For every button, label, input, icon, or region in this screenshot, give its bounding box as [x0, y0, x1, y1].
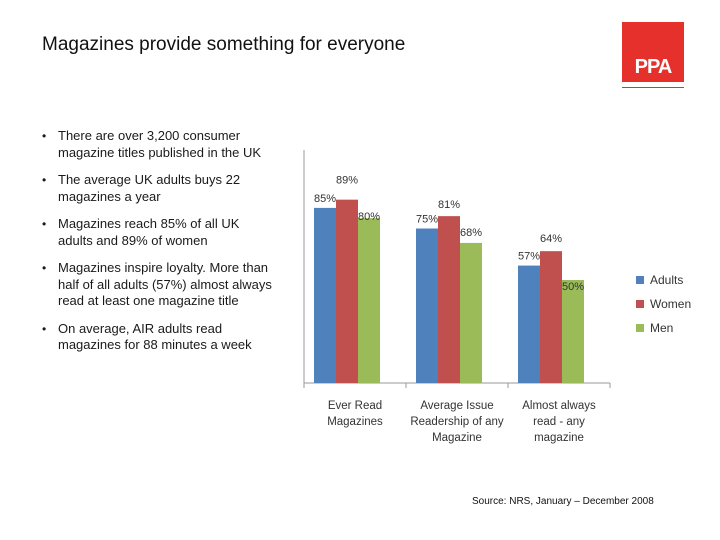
bar-women-1 [336, 199, 358, 383]
data-label: 89% [336, 175, 358, 187]
x-tick-label: Magazines [327, 416, 383, 428]
bar-men-1 [358, 218, 380, 383]
legend-swatch-adults [636, 276, 644, 284]
bar-men-3 [562, 280, 584, 383]
readership-bar-chart: 85% 75% 57% 89% 81% 64% 80% 68% 50% Ever Read Maga… [303, 150, 691, 444]
data-label: 81% [438, 199, 460, 211]
data-label: 68% [460, 227, 482, 239]
bar-adults-2 [416, 228, 438, 383]
x-tick-label: read - any [533, 416, 585, 428]
source-note: Source: NRS, January – December 2008 [472, 496, 654, 507]
bar-women-3 [540, 251, 562, 383]
x-tick-label: Readership of any [410, 416, 504, 428]
ppa-logo: PPA [622, 22, 684, 82]
slide-title: Magazines provide something for everyone [42, 34, 406, 55]
bullet-text: The average UK adults buys 22 magazines … [58, 172, 241, 204]
bullet-text: Magazines inspire loyalty. More than hal… [58, 260, 272, 308]
bullet-dot-icon: • [42, 261, 47, 275]
legend-swatch-women [636, 300, 644, 308]
bullet-dot-icon: • [42, 129, 47, 143]
data-label: 75% [416, 214, 438, 226]
bullet-item: • Magazines reach 85% of all UK adults an… [42, 216, 272, 249]
legend-swatch-men [636, 324, 644, 332]
data-label: 50% [562, 281, 584, 293]
bar-men-2 [460, 242, 482, 383]
bullet-text: Magazines reach 85% of all UK adults and… [58, 216, 240, 248]
bullet-list: • There are over 3,200 consumer magazine … [42, 128, 272, 365]
bullet-dot-icon: • [42, 173, 47, 187]
bar-adults-3 [518, 265, 540, 383]
x-tick-label: Magazine [432, 432, 482, 444]
logo-text: PPA [634, 56, 673, 78]
bullet-item: • The average UK adults buys 22 magazines… [42, 172, 272, 205]
logo-underline [622, 87, 684, 88]
bullet-text: There are over 3,200 consumer magazine t… [58, 128, 262, 160]
x-tick-label: Ever Read [328, 400, 382, 412]
bullet-text: On average, AIR adults read magazines fo… [58, 320, 252, 353]
bullet-dot-icon: • [42, 217, 47, 231]
bar-adults-1 [314, 207, 336, 383]
data-label: 57% [518, 251, 540, 263]
bullet-item: • Magazines inspire loyalty. More than ha… [42, 260, 272, 310]
bullet-item: • There are over 3,200 consumer magazine … [42, 128, 272, 161]
bullet-dot-icon: • [42, 321, 47, 336]
data-label: 85% [314, 193, 336, 205]
data-label: 64% [540, 233, 562, 245]
x-tick-label: Almost always [522, 400, 596, 412]
x-tick-label: magazine [534, 432, 584, 444]
x-tick-label: Average Issue [420, 400, 493, 412]
bullet-item: • On average, AIR adults read magazines f… [42, 321, 272, 354]
bar-women-2 [438, 216, 460, 383]
legend-label: Women [650, 297, 691, 311]
legend-label: Men [650, 321, 673, 335]
data-label: 80% [358, 211, 380, 223]
legend-label: Adults [650, 273, 683, 287]
